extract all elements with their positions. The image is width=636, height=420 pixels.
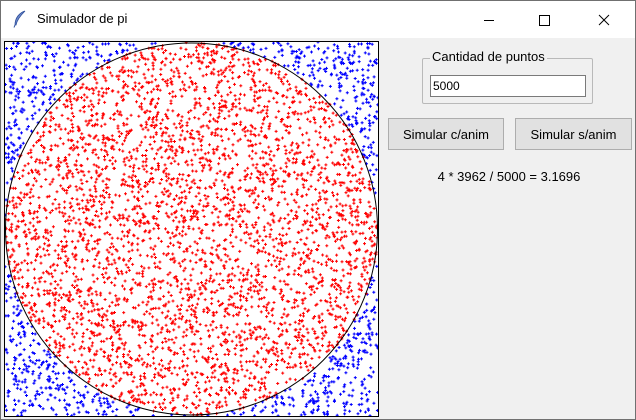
inside-points bbox=[5, 42, 378, 416]
simulation-canvas bbox=[4, 41, 379, 417]
title-bar[interactable]: Simulador de pi bbox=[1, 1, 635, 38]
minimize-button[interactable] bbox=[466, 1, 512, 38]
simulate-instant-button[interactable]: Simular s/anim bbox=[515, 118, 632, 150]
close-icon bbox=[598, 14, 610, 25]
simulate-animated-button[interactable]: Simular c/anim bbox=[388, 118, 504, 150]
window-title: Simulador de pi bbox=[37, 11, 128, 26]
close-button[interactable] bbox=[581, 1, 627, 38]
points-input[interactable] bbox=[430, 75, 586, 97]
unit-circle bbox=[5, 42, 378, 416]
points-plot bbox=[5, 42, 378, 416]
maximize-button[interactable] bbox=[521, 1, 567, 38]
minimize-icon bbox=[484, 19, 494, 21]
points-group-label: Cantidad de puntos bbox=[430, 49, 547, 65]
feather-icon bbox=[12, 10, 28, 28]
maximize-icon bbox=[539, 14, 550, 26]
result-text: 4 * 3962 / 5000 = 3.1696 bbox=[437, 169, 581, 184]
outside-points bbox=[5, 42, 378, 416]
